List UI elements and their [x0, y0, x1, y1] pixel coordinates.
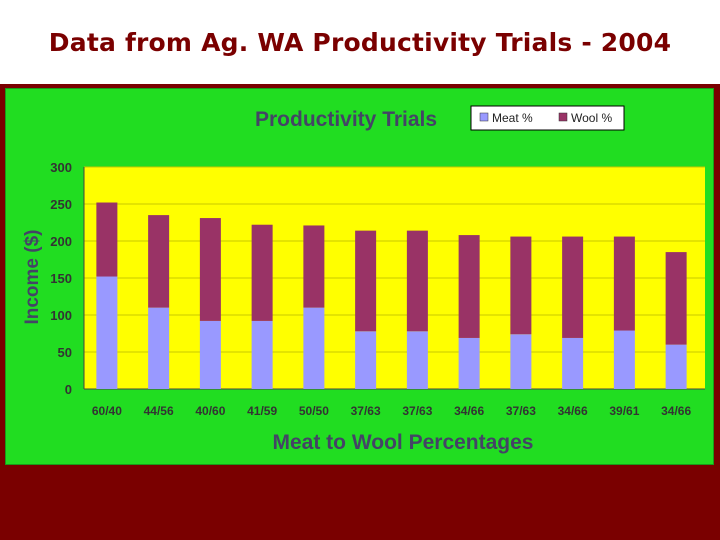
y-tick-label: 50	[58, 345, 72, 360]
bar-wool	[199, 218, 221, 321]
bar-meat	[303, 307, 325, 389]
stacked-bar-chart: 0 50 100 150 200 250 300 60/40 44/56 40/60 41/59 50…	[22, 105, 705, 454]
bar-wool	[355, 230, 377, 332]
x-tick-label: 39/61	[609, 404, 639, 418]
bar-meat	[458, 337, 480, 389]
legend-label: Wool %	[571, 111, 612, 125]
x-tick-label: 44/56	[144, 404, 174, 418]
slide-title: Data from Ag. WA Productivity Trials - 2…	[0, 0, 720, 84]
bar-meat	[96, 276, 118, 389]
chart-title: Productivity Trials	[255, 108, 437, 131]
legend-swatch	[479, 112, 489, 122]
x-tick-label: 34/66	[661, 404, 691, 418]
chart-panel: 0 50 100 150 200 250 300 60/40 44/56 40/60 41/59 50…	[5, 88, 714, 465]
bar-meat	[562, 337, 584, 389]
y-tick-label: 150	[50, 271, 72, 286]
bar-wool	[458, 235, 480, 338]
y-tick-label: 300	[50, 160, 72, 175]
y-axis-title: Income ($)	[22, 229, 43, 324]
x-tick-label: 34/66	[558, 404, 588, 418]
legend-box	[470, 105, 625, 131]
bar-wool	[510, 236, 532, 335]
y-tick-label: 250	[50, 197, 72, 212]
bar-wool	[148, 215, 170, 308]
bar-meat	[613, 330, 635, 389]
bar-meat	[355, 331, 377, 389]
bar-meat	[251, 320, 273, 389]
x-tick-label: 37/63	[351, 404, 381, 418]
x-axis-title: Meat to Wool Percentages	[272, 431, 533, 454]
y-tick-label: 200	[50, 234, 72, 249]
bar-wool	[96, 202, 118, 277]
x-tick-label: 50/50	[299, 404, 329, 418]
y-tick-label: 100	[50, 308, 72, 323]
x-tick-label: 34/66	[454, 404, 484, 418]
x-tick-label: 41/59	[247, 404, 277, 418]
x-tick-label: 37/63	[402, 404, 432, 418]
bar-wool	[251, 224, 273, 321]
bar-wool	[665, 252, 687, 345]
bar-meat	[199, 320, 221, 389]
legend-swatch	[558, 112, 568, 122]
bar-wool	[303, 225, 325, 308]
bar-meat	[406, 331, 428, 389]
x-tick-label: 40/60	[195, 404, 225, 418]
bar-wool	[562, 236, 584, 338]
bar-meat	[148, 307, 170, 389]
bar-wool	[406, 230, 428, 332]
legend-label: Meat %	[492, 111, 533, 125]
bar-meat	[510, 334, 532, 389]
bottom-band	[0, 468, 720, 540]
x-tick-label: 37/63	[506, 404, 536, 418]
bar-meat	[665, 344, 687, 389]
bar-wool	[613, 236, 635, 331]
y-tick-label: 0	[65, 382, 72, 397]
x-tick-label: 60/40	[92, 404, 122, 418]
